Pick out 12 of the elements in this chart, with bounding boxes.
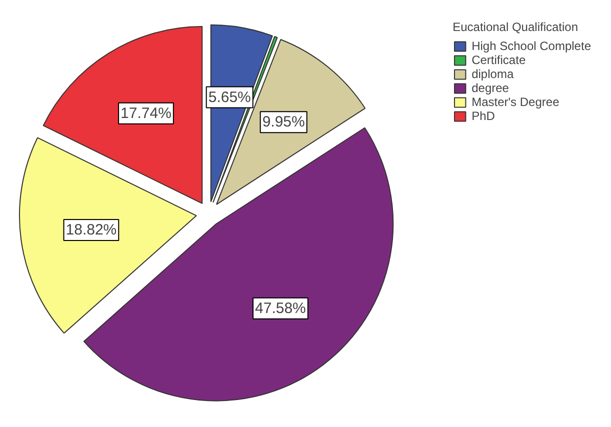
data-label: 47.58%	[255, 300, 306, 317]
data-label: 17.74%	[120, 104, 172, 122]
data-label: 9.95%	[262, 114, 305, 131]
legend-label: High School Complete	[472, 39, 591, 53]
data-label: 5.65%	[208, 88, 251, 106]
legend-label: Certificate	[472, 53, 526, 67]
legend-label: PhD	[472, 109, 495, 123]
legend-label: diploma	[472, 67, 514, 81]
legend-label: degree	[472, 81, 509, 95]
legend-title: Eucational Qualification	[452, 20, 580, 34]
data-label: 18.82%	[66, 221, 117, 238]
legend-label: Master's Degree	[472, 95, 560, 109]
